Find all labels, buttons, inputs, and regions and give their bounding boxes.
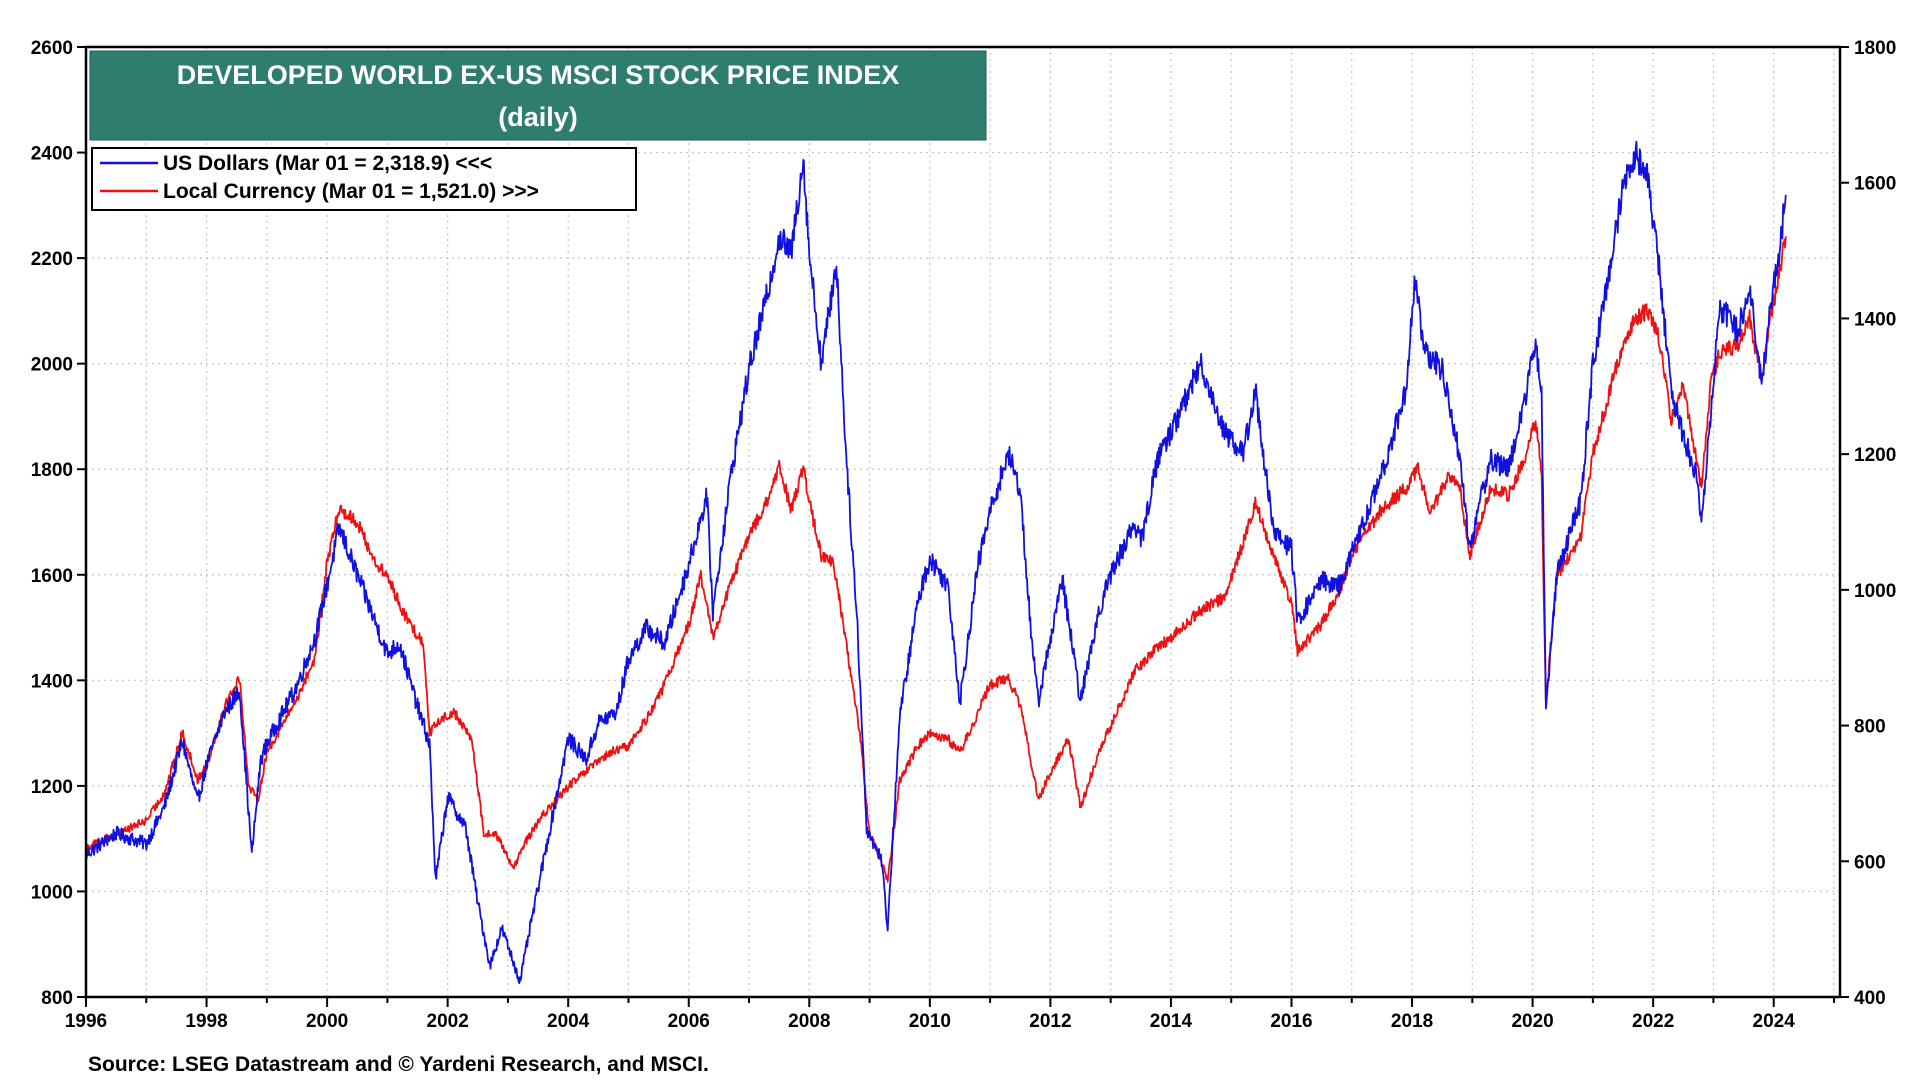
title-box: DEVELOPED WORLD EX-US MSCI STOCK PRICE I… (89, 50, 987, 141)
x-tick-label: 2012 (1029, 1011, 1071, 1032)
left-tick-label: 2200 (31, 249, 73, 270)
legend-label-local: Local Currency (Mar 01 = 1,521.0) >>> (163, 180, 539, 203)
x-tick-label: 2016 (1270, 1011, 1312, 1032)
right-tick-label: 600 (1854, 852, 1886, 873)
title-box-background (89, 50, 987, 141)
x-tick-label: 2008 (788, 1011, 830, 1032)
left-tick-label: 800 (41, 988, 73, 1009)
series-line-usd (85, 140, 1787, 985)
left-tick-label: 1000 (31, 882, 73, 903)
right-tick-label: 1200 (1854, 445, 1896, 466)
x-tick-label: 2024 (1753, 1011, 1796, 1032)
left-tick-label: 2400 (31, 144, 73, 165)
x-tick-label: 1996 (65, 1011, 107, 1032)
left-tick-label: 1600 (31, 566, 73, 587)
left-tick-label: 2600 (31, 38, 73, 59)
right-tick-label: 1800 (1854, 38, 1896, 59)
legend-box (91, 147, 637, 211)
left-tick-label: 1800 (31, 460, 73, 481)
right-tick-label: 800 (1854, 717, 1886, 738)
left-axis: 800 1000 1200 1400 1600 1800 2000 2200 2400 2600 (31, 38, 86, 1009)
series-line-local (85, 236, 1787, 883)
right-tick-label: 1000 (1854, 581, 1896, 602)
left-tick-label: 1400 (31, 671, 73, 692)
legend-label-usd: US Dollars (Mar 01 = 2,318.9) <<< (163, 152, 492, 175)
x-axis: 1996 1998 2000 2002 2004 2006 2008 2010 2012 2014… (65, 997, 1835, 1032)
source-note: Source: LSEG Datastream and © Yardeni Re… (88, 1053, 709, 1076)
left-tick-label: 1200 (31, 777, 73, 798)
right-tick-label: 1400 (1854, 309, 1896, 330)
gridlines (86, 47, 1840, 997)
series-lines (85, 140, 1787, 985)
x-tick-label: 2022 (1632, 1011, 1674, 1032)
x-tick-label: 2004 (547, 1011, 590, 1032)
right-axis: 400 600 800 1000 1200 1400 1600 1800 (1840, 38, 1896, 1009)
x-tick-label: 2010 (909, 1011, 951, 1032)
chart-title: DEVELOPED WORLD EX-US MSCI STOCK PRICE I… (177, 60, 900, 90)
x-tick-label: 2018 (1391, 1011, 1433, 1032)
legend: US Dollars (Mar 01 = 2,318.9) <<< Local … (91, 147, 637, 211)
x-tick-label: 1998 (185, 1011, 227, 1032)
x-tick-label: 2006 (668, 1011, 710, 1032)
plot-frame (84, 45, 1842, 999)
x-tick-label: 2020 (1511, 1011, 1553, 1032)
left-tick-label: 2000 (31, 355, 73, 376)
chart-subtitle: (daily) (498, 102, 578, 132)
right-tick-label: 400 (1854, 988, 1886, 1009)
x-tick-label: 2000 (306, 1011, 348, 1032)
x-tick-label: 2002 (427, 1011, 469, 1032)
right-tick-label: 1600 (1854, 174, 1896, 195)
x-tick-label: 2014 (1150, 1011, 1193, 1032)
